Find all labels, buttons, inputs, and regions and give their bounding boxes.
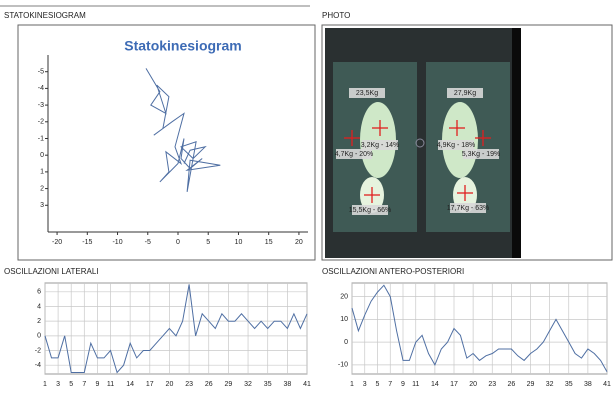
chart-title: Statokinesiogram: [124, 38, 241, 54]
x-tick-label: 15: [265, 239, 273, 246]
photo-label: 23,5Kg: [356, 90, 378, 97]
y-tick-label: -2: [35, 347, 41, 354]
y-tick-label: -4: [35, 362, 41, 369]
x-tick-label: 26: [205, 381, 213, 388]
x-tick-label: 32: [244, 381, 252, 388]
x-tick-label: 11: [107, 381, 114, 388]
x-tick-label: 1: [43, 381, 47, 388]
x-tick-label: 17: [146, 381, 154, 388]
x-tick-label: 3: [56, 381, 60, 388]
y-tick-label: 20: [340, 293, 348, 300]
x-tick-label: 23: [185, 381, 193, 388]
x-tick-label: -5: [145, 239, 151, 246]
x-tick-label: 5: [69, 381, 73, 388]
x-tick-label: 1: [350, 381, 354, 388]
section-header: OSCILLAZIONI LATERALI: [4, 267, 99, 276]
x-tick-label: 10: [235, 239, 243, 246]
y-tick-label: 0: [40, 152, 44, 159]
report: STATOKINESIOGRAM PHOTO OSCILLAZIONI LATE…: [0, 0, 613, 396]
section-header: OSCILLAZIONI ANTERO-POSTERIORI: [322, 267, 464, 276]
photo-label: 15,5Kg - 66%: [349, 207, 391, 214]
x-tick-label: 23: [488, 381, 496, 388]
y-tick-label: -10: [338, 362, 348, 369]
x-tick-label: 26: [507, 381, 515, 388]
x-tick-label: -15: [82, 239, 92, 246]
y-tick-label: -2: [38, 119, 44, 126]
x-tick-label: 5: [206, 239, 210, 246]
y-tick-label: 2: [40, 185, 44, 192]
photo: [325, 28, 521, 258]
y-tick-label: 0: [37, 333, 41, 340]
x-tick-label: 14: [431, 381, 439, 388]
x-tick-label: -20: [52, 239, 62, 246]
y-tick-label: 10: [340, 316, 348, 323]
x-tick-label: 29: [527, 381, 535, 388]
photo-edge: [512, 28, 521, 258]
x-tick-label: 32: [546, 381, 554, 388]
series-line: [146, 68, 220, 191]
x-tick-label: 0: [176, 239, 180, 246]
y-tick-label: 2: [37, 318, 41, 325]
x-tick-label: 9: [401, 381, 405, 388]
x-tick-label: 7: [82, 381, 86, 388]
section-header: PHOTO: [322, 11, 350, 20]
x-tick-label: 38: [584, 381, 592, 388]
x-tick-label: 20: [166, 381, 174, 388]
x-tick-label: 11: [412, 381, 419, 388]
x-tick-label: 7: [388, 381, 392, 388]
section-header: STATOKINESIOGRAM: [4, 11, 86, 20]
y-tick-label: -4: [38, 85, 44, 92]
y-tick-label: 4: [37, 303, 41, 310]
photo-label: 4,9Kg - 18%: [437, 142, 476, 149]
x-tick-label: 17: [450, 381, 458, 388]
x-tick-label: 5: [376, 381, 380, 388]
x-tick-label: 35: [264, 381, 272, 388]
x-tick-label: 14: [126, 381, 134, 388]
x-tick-label: 20: [469, 381, 477, 388]
y-tick-label: 1: [40, 169, 44, 176]
x-tick-label: 29: [225, 381, 233, 388]
photo-label: 3,2Kg - 14%: [361, 142, 400, 149]
photo-label: 4,7Kg - 20%: [335, 151, 374, 158]
y-tick-label: 3: [40, 202, 44, 209]
x-tick-label: 20: [295, 239, 303, 246]
y-tick-label: -5: [38, 69, 44, 76]
y-tick-label: -3: [38, 102, 44, 109]
x-tick-label: 9: [95, 381, 99, 388]
x-tick-label: 41: [303, 381, 311, 388]
x-tick-label: 41: [603, 381, 611, 388]
photo-label: 5,3Kg - 19%: [462, 151, 501, 158]
y-tick-label: -1: [38, 135, 44, 142]
panel: [18, 25, 315, 260]
y-tick-label: 0: [344, 339, 348, 346]
photo-label: 17,7Kg - 63%: [447, 205, 489, 212]
x-tick-label: -10: [112, 239, 122, 246]
y-tick-label: 6: [37, 289, 41, 296]
photo-label: 27,9Kg: [454, 90, 476, 97]
x-tick-label: 3: [363, 381, 367, 388]
x-tick-label: 38: [283, 381, 291, 388]
x-tick-label: 35: [565, 381, 573, 388]
